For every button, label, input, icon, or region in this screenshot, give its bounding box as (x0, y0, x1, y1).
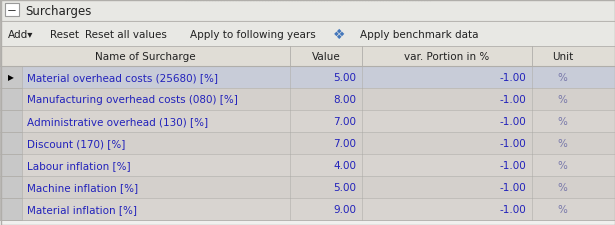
Text: 9.00: 9.00 (333, 204, 356, 214)
Bar (0, 110, 22, 132)
Bar (0, 220, 615, 225)
Bar (0, 67, 22, 89)
Text: 4.00: 4.00 (333, 160, 356, 170)
Text: Manufacturing overhead costs (080) [%]: Manufacturing overhead costs (080) [%] (27, 94, 238, 105)
Text: Machine inflation [%]: Machine inflation [%] (27, 182, 138, 192)
Bar (0, 67, 615, 89)
Text: Material inflation [%]: Material inflation [%] (27, 204, 137, 214)
Bar (0, 176, 615, 198)
Text: 7.00: 7.00 (333, 117, 356, 126)
Text: %: % (558, 94, 568, 105)
Bar (0, 47, 615, 67)
Bar (0, 89, 22, 110)
Text: %: % (558, 160, 568, 170)
Text: %: % (558, 204, 568, 214)
Text: -1.00: -1.00 (499, 73, 526, 83)
Text: Material overhead costs (25680) [%]: Material overhead costs (25680) [%] (27, 73, 218, 83)
Text: %: % (558, 138, 568, 148)
Text: Reset all values: Reset all values (85, 29, 167, 39)
Text: Discount (170) [%]: Discount (170) [%] (27, 138, 125, 148)
Text: Unit: Unit (552, 52, 573, 62)
Text: Apply benchmark data: Apply benchmark data (360, 29, 478, 39)
Bar (0, 22, 615, 47)
Text: -1.00: -1.00 (499, 117, 526, 126)
Text: var. Portion in %: var. Portion in % (405, 52, 490, 62)
Text: 7.00: 7.00 (333, 138, 356, 148)
Text: Apply to following years: Apply to following years (190, 29, 315, 39)
Bar (0, 0, 615, 22)
Text: %: % (558, 73, 568, 83)
Text: -1.00: -1.00 (499, 182, 526, 192)
Text: -1.00: -1.00 (499, 94, 526, 105)
Text: Name of Surcharge: Name of Surcharge (95, 52, 196, 62)
Bar (0, 176, 22, 198)
Text: Add▾: Add▾ (8, 29, 33, 39)
Text: %: % (558, 117, 568, 126)
Text: −: − (7, 4, 17, 17)
Bar (0, 110, 615, 132)
Bar (5, 4, 19, 17)
Text: 5.00: 5.00 (333, 73, 356, 83)
Text: ▶: ▶ (8, 73, 14, 82)
Text: Reset: Reset (50, 29, 79, 39)
Bar (0, 198, 22, 220)
Bar (0, 132, 22, 154)
Text: ❖: ❖ (333, 27, 345, 41)
Bar (0, 154, 615, 176)
Text: -1.00: -1.00 (499, 138, 526, 148)
Text: Labour inflation [%]: Labour inflation [%] (27, 160, 130, 170)
Text: Surcharges: Surcharges (25, 4, 92, 17)
Text: -1.00: -1.00 (499, 160, 526, 170)
Text: %: % (558, 182, 568, 192)
Bar (0, 89, 615, 110)
Text: Value: Value (312, 52, 340, 62)
Text: Administrative overhead (130) [%]: Administrative overhead (130) [%] (27, 117, 208, 126)
Bar (0, 154, 22, 176)
Bar (0, 132, 615, 154)
Bar (0, 198, 615, 220)
Text: 5.00: 5.00 (333, 182, 356, 192)
Text: -1.00: -1.00 (499, 204, 526, 214)
Text: 8.00: 8.00 (333, 94, 356, 105)
